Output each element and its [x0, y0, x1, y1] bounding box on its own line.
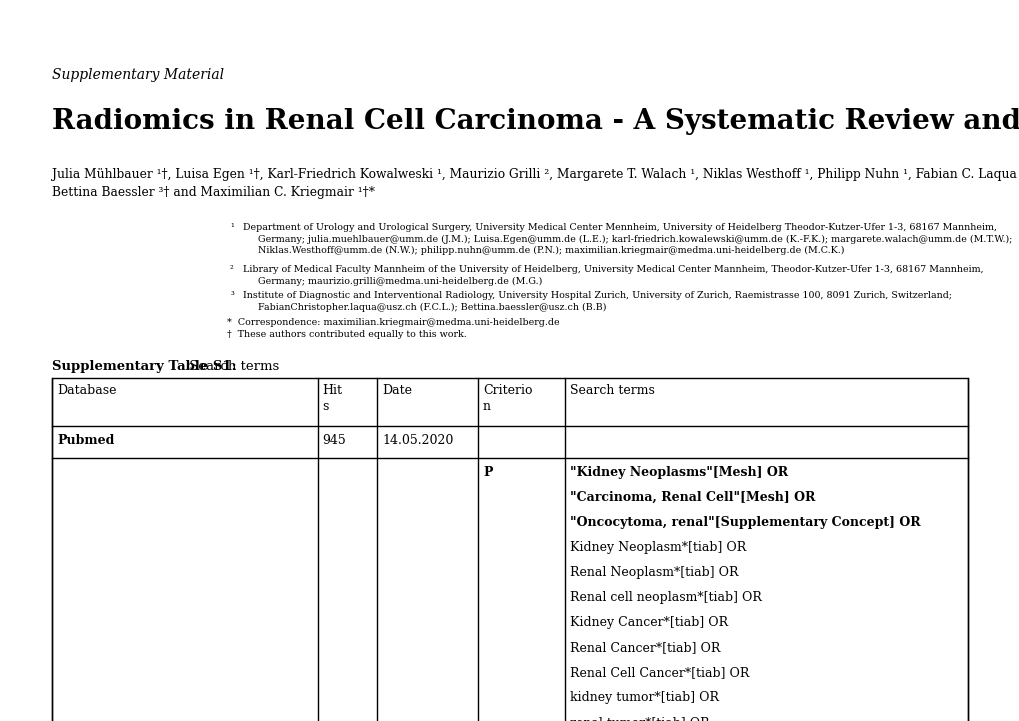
Text: Criterio: Criterio [482, 384, 532, 397]
Text: Hit: Hit [322, 384, 342, 397]
Text: "Kidney Neoplasms"[Mesh] OR: "Kidney Neoplasms"[Mesh] OR [570, 466, 788, 479]
Text: Renal Cancer*[tiab] OR: Renal Cancer*[tiab] OR [570, 641, 719, 654]
Text: Renal cell neoplasm*[tiab] OR: Renal cell neoplasm*[tiab] OR [570, 591, 761, 604]
Text: s: s [322, 400, 329, 413]
Text: Supplementary Table S1:: Supplementary Table S1: [52, 360, 236, 373]
Text: Department of Urology and Urological Surgery, University Medical Center Mennheim: Department of Urology and Urological Sur… [243, 223, 1012, 255]
Bar [52, 378, 967, 721]
Text: Library of Medical Faculty Mannheim of the University of Heidelberg, University : Library of Medical Faculty Mannheim of t… [243, 265, 982, 286]
Text: Bettina Baessler ³† and Maximilian C. Kriegmair ¹†*: Bettina Baessler ³† and Maximilian C. Kr… [52, 186, 375, 199]
Text: P: P [482, 466, 492, 479]
Text: Kidney Cancer*[tiab] OR: Kidney Cancer*[tiab] OR [570, 616, 728, 629]
Text: Institute of Diagnostic and Interventional Radiology, University Hospital Zurich: Institute of Diagnostic and Intervention… [243, 291, 951, 311]
Text: 14.05.2020: 14.05.2020 [382, 434, 453, 447]
Text: Search terms: Search terms [570, 384, 654, 397]
Text: kidney tumor*[tiab] OR: kidney tumor*[tiab] OR [570, 691, 718, 704]
Text: †  These authors contributed equally to this work.: † These authors contributed equally to t… [227, 330, 467, 339]
Text: ³: ³ [229, 291, 233, 300]
Text: Pubmed: Pubmed [57, 434, 114, 447]
Text: n: n [482, 400, 490, 413]
Text: Renal Cell Cancer*[tiab] OR: Renal Cell Cancer*[tiab] OR [570, 666, 749, 679]
Text: Database: Database [57, 384, 116, 397]
Text: renal tumor*[tiab] OR: renal tumor*[tiab] OR [570, 716, 709, 721]
Text: 945: 945 [322, 434, 346, 447]
Text: ²: ² [229, 265, 233, 274]
Text: ¹: ¹ [229, 223, 233, 232]
Text: Supplementary Material: Supplementary Material [52, 68, 224, 82]
Text: "Carcinoma, Renal Cell"[Mesh] OR: "Carcinoma, Renal Cell"[Mesh] OR [570, 491, 814, 504]
Text: Renal Neoplasm*[tiab] OR: Renal Neoplasm*[tiab] OR [570, 566, 738, 579]
Text: Kidney Neoplasm*[tiab] OR: Kidney Neoplasm*[tiab] OR [570, 541, 746, 554]
Text: Radiomics in Renal Cell Carcinoma - A Systematic Review and Meta-Analysis: Radiomics in Renal Cell Carcinoma - A Sy… [52, 108, 1019, 135]
Text: Date: Date [382, 384, 412, 397]
Text: Search terms: Search terms [184, 360, 279, 373]
Text: "Oncocytoma, renal"[Supplementary Concept] OR: "Oncocytoma, renal"[Supplementary Concep… [570, 516, 920, 529]
Text: Julia Mühlbauer ¹†, Luisa Egen ¹†, Karl-Friedrich Kowalweski ¹, Maurizio Grilli : Julia Mühlbauer ¹†, Luisa Egen ¹†, Karl-… [52, 168, 1019, 181]
Text: *  Correspondence: maximilian.kriegmair@medma.uni-heidelberg.de: * Correspondence: maximilian.kriegmair@m… [227, 318, 559, 327]
